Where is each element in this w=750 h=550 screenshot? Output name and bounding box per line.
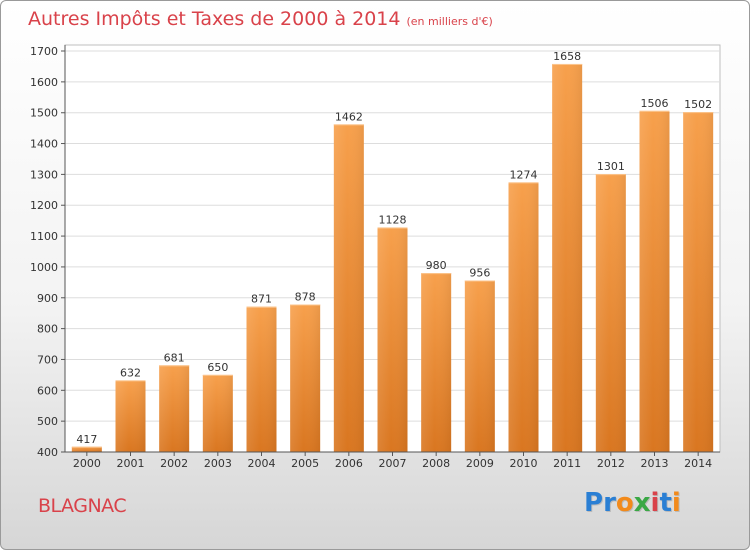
y-tick-label: 1100 [30,230,58,243]
chart-title: Autres Impôts et Taxes de 2000 à 2014 (en… [28,8,493,30]
data-label: 1658 [553,50,581,63]
bar-shine [202,374,233,452]
y-tick-label: 1000 [30,261,58,274]
bar-shine [333,124,364,452]
x-tick-label: 2003 [204,457,232,470]
x-tick-label: 2014 [684,457,712,470]
x-tick-label: 2000 [73,457,101,470]
y-tick-label: 500 [37,415,58,428]
y-tick-label: 800 [37,323,58,336]
x-tick-label: 2013 [641,457,669,470]
data-label: 871 [251,293,272,306]
logo-letter: o [615,488,634,518]
data-label: 1274 [510,168,538,181]
data-label: 956 [469,266,490,279]
data-label: 1502 [684,98,712,111]
data-label: 1301 [597,160,625,173]
bar-shine [115,380,146,452]
y-axis: 400 500 600 700 800 900 1000 1100 1200 1300 1400 15… [30,45,66,459]
data-label: 417 [76,433,97,446]
data-label: 681 [164,351,185,364]
x-tick-label: 2007 [379,457,407,470]
bar-shine [377,227,408,452]
x-axis: 2000 2001 2002 2003 2004 2005 2006 2007 2008 2009… [65,451,720,470]
bar-shine [71,446,102,452]
city-name: BLAGNAC [38,495,127,517]
logo-letter: i [671,488,681,518]
bar-shine [595,174,626,452]
y-tick-label: 1200 [30,199,58,212]
data-label: 980 [426,259,447,272]
x-tick-label: 2001 [117,457,145,470]
x-tick-label: 2002 [160,457,188,470]
data-label: 1506 [641,97,669,110]
bar-shine [421,273,452,452]
y-tick-label: 700 [37,353,58,366]
y-tick-label: 900 [37,292,58,305]
bar-shine [639,110,670,452]
data-label: 1462 [335,110,363,123]
y-tick-label: 1700 [30,45,58,58]
x-tick-label: 2006 [335,457,363,470]
logo-letter: P [584,488,604,518]
y-tick-label: 400 [37,446,58,459]
bar-shine [508,182,539,453]
logo-letter: t [659,488,672,518]
logo-letter: i [650,488,660,518]
bar-shine [552,63,583,452]
y-tick-label: 1600 [30,76,58,89]
x-tick-label: 2008 [422,457,450,470]
y-tick-label: 600 [37,384,58,397]
bar-shine [246,306,277,452]
proxiti-logo[interactable]: Proxiti [584,488,681,518]
x-tick-label: 2010 [510,457,538,470]
bar-shine [683,112,714,453]
logo-letter: x [633,488,651,518]
bar-shine [464,280,495,452]
chart-subtitle: (en milliers d'€) [406,15,493,28]
bars [71,63,714,453]
logo-letter: r [603,488,616,518]
bar-shine [159,365,190,452]
data-labels: 417 632 681 650 871 878 1462 1128 980 956 1274 1658… [76,50,712,446]
data-label: 650 [207,361,228,374]
bar-shine [290,304,321,452]
data-label: 632 [120,366,141,379]
data-label: 1128 [379,213,407,226]
y-tick-label: 1400 [30,138,58,151]
y-tick-label: 1300 [30,168,58,181]
data-label: 878 [295,291,316,304]
x-tick-label: 2011 [553,457,581,470]
x-tick-label: 2004 [248,457,276,470]
chart-title-text: Autres Impôts et Taxes de 2000 à 2014 [28,8,401,30]
x-tick-label: 2009 [466,457,494,470]
y-tick-label: 1500 [30,107,58,120]
x-tick-label: 2012 [597,457,625,470]
x-tick-label: 2005 [291,457,319,470]
